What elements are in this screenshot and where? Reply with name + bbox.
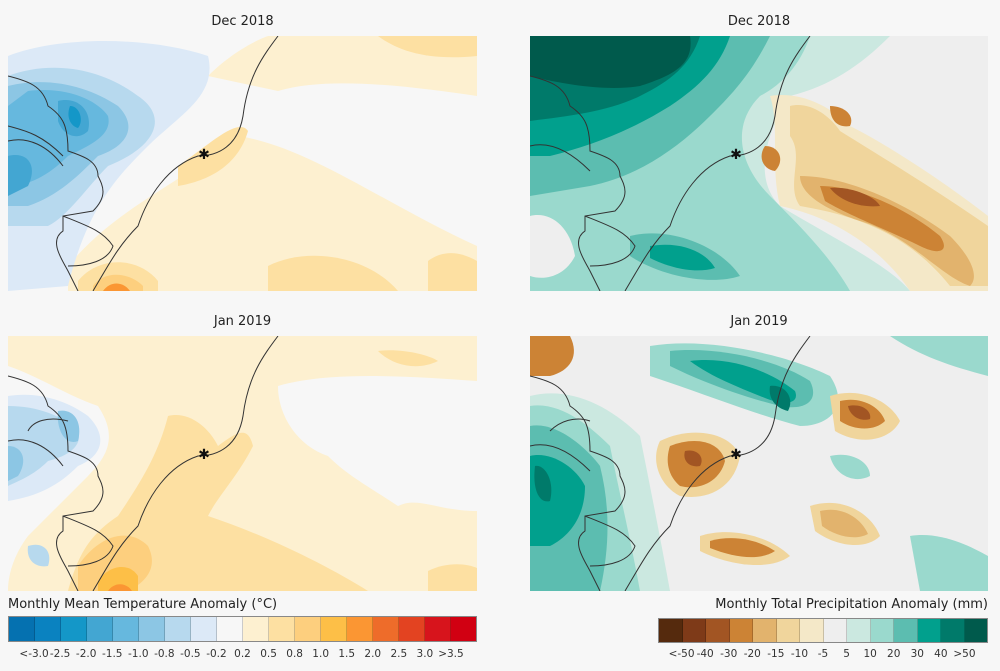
temperature-colorbar-swatch <box>35 617 61 641</box>
precipitation-colorbar-swatch <box>706 619 730 642</box>
precipitation-colorbar-tick-label: <-50 <box>668 648 695 660</box>
panel-title-precip-dec: Dec 2018 <box>727 14 791 29</box>
precipitation-colorbar-tick-label: -15 <box>767 648 785 660</box>
precipitation-colorbar-tick-label: 40 <box>934 648 948 660</box>
temperature-colorbar-tick-label: -1.5 <box>101 648 123 660</box>
precipitation-colorbar-swatch <box>776 619 800 642</box>
coastline <box>8 36 279 291</box>
temperature-colorbar-tick-label: -0.5 <box>180 648 201 660</box>
temperature-colorbar-tick-label: -0.2 <box>206 648 227 660</box>
precipitation-colorbar-tick-label: 5 <box>843 648 850 660</box>
panel-title-temp-dec: Dec 2018 <box>211 14 274 29</box>
temperature-colorbar-tick-label: 0.2 <box>234 648 251 660</box>
precipitation-colorbar-tick-label: 30 <box>910 648 924 660</box>
temperature-colorbar-swatch <box>269 617 295 641</box>
coastline <box>530 336 811 591</box>
coastline <box>8 336 279 591</box>
precipitation-colorbar-tick-label: 10 <box>863 648 877 660</box>
precipitation-colorbar-swatch <box>682 619 706 642</box>
temperature-colorbar-swatch <box>399 617 425 641</box>
star-marker: ✱ <box>730 147 742 163</box>
temperature-colorbar-tick-label: -2.0 <box>75 648 97 660</box>
precipitation-colorbar-swatch <box>729 619 753 642</box>
temperature-colorbar-tick-label: 1.5 <box>338 648 356 660</box>
precipitation-colorbar-swatch <box>823 619 847 642</box>
temperature-colorbar-swatch <box>139 617 165 641</box>
star-marker: ✱ <box>198 447 210 463</box>
panel-title-temp-jan: Jan 2019 <box>213 314 272 329</box>
temperature-colorbar-tick-label: -1.0 <box>128 648 149 660</box>
precipitation-colorbar-swatch <box>964 619 987 642</box>
temperature-colorbar-swatch <box>347 617 373 641</box>
star-marker: ✱ <box>730 447 742 463</box>
anomaly-fill <box>530 36 988 291</box>
temperature-colorbar-tick-label: <-3.0 <box>19 648 49 660</box>
temperature-colorbar-tick-label: 0.8 <box>286 648 303 660</box>
anomaly-fill <box>8 350 477 591</box>
temperature-colorbar-swatch <box>191 617 217 641</box>
anomaly-fill <box>8 36 477 291</box>
star-marker: ✱ <box>198 147 210 163</box>
precipitation-colorbar-swatch <box>800 619 824 642</box>
temperature-colorbar-swatch <box>9 617 35 641</box>
precipitation-colorbar-swatch <box>941 619 965 642</box>
temperature-colorbar-labels: <-3.0 -2.5 -2.0 -1.5 -1.0 -0.8 -0.5 -0.2 0.2 0.5 0… <box>8 648 477 664</box>
panel-title-precip-jan: Jan 2019 <box>730 314 788 329</box>
precipitation-colorbar-swatch <box>847 619 871 642</box>
temperature-colorbar-tick-label: 0.5 <box>260 648 277 660</box>
precipitation-colorbar-labels: <-50 -40 -30 -20 -15 -10 -5 5 10 20 30 40 >50 <box>658 648 988 664</box>
temperature-colorbar-tick-label: 1.0 <box>312 648 330 660</box>
precipitation-colorbar-tick-label: -20 <box>743 648 761 660</box>
precipitation-colorbar-swatch <box>917 619 941 642</box>
temperature-colorbar-swatch <box>373 617 399 641</box>
temperature-colorbar-title: Monthly Mean Temperature Anomaly (°C) <box>8 597 278 612</box>
temperature-colorbar-swatch <box>217 617 243 641</box>
temperature-colorbar-tick-label: 2.0 <box>364 648 382 660</box>
precipitation-colorbar-title: Monthly Total Precipitation Anomaly (mm) <box>715 597 988 612</box>
temperature-colorbar-swatch <box>451 617 476 641</box>
precipitation-colorbar-tick-label: >50 <box>953 648 976 660</box>
precipitation-colorbar-tick-label: 20 <box>887 648 901 660</box>
map-precipitation-dec-2018: ✱ <box>530 36 988 291</box>
coastline <box>530 36 811 291</box>
map-temperature-jan-2019: ✱ <box>8 336 477 591</box>
precipitation-colorbar-tick-label: -10 <box>790 648 808 660</box>
temperature-colorbar-swatch <box>243 617 269 641</box>
temperature-colorbar-tick-label: -0.8 <box>154 648 175 660</box>
precipitation-colorbar-swatch <box>870 619 894 642</box>
temperature-colorbar-swatch <box>165 617 191 641</box>
precipitation-colorbar <box>658 618 988 643</box>
map-precipitation-jan-2019: ✱ <box>530 336 988 591</box>
precipitation-colorbar-swatch <box>753 619 777 642</box>
anomaly-fill <box>530 336 988 591</box>
temperature-colorbar-swatch <box>87 617 113 641</box>
temperature-colorbar <box>8 616 477 642</box>
precipitation-colorbar-swatch <box>894 619 918 642</box>
temperature-colorbar-swatch <box>113 617 139 641</box>
precipitation-colorbar-tick-label: -40 <box>696 648 714 660</box>
precipitation-colorbar-tick-label: -5 <box>817 648 829 660</box>
temperature-colorbar-swatch <box>61 617 87 641</box>
temperature-colorbar-tick-label: 3.0 <box>416 648 434 660</box>
map-temperature-dec-2018: ✱ <box>8 36 477 291</box>
temperature-colorbar-tick-label: 2.5 <box>390 648 408 660</box>
precipitation-colorbar-swatch <box>659 619 683 642</box>
precipitation-colorbar-tick-label: -30 <box>720 648 738 660</box>
temperature-colorbar-tick-label: -2.5 <box>49 648 71 660</box>
temperature-colorbar-swatch <box>321 617 347 641</box>
temperature-colorbar-swatch <box>295 617 321 641</box>
temperature-colorbar-swatch <box>425 617 451 641</box>
temperature-colorbar-tick-label: >3.5 <box>438 648 464 660</box>
